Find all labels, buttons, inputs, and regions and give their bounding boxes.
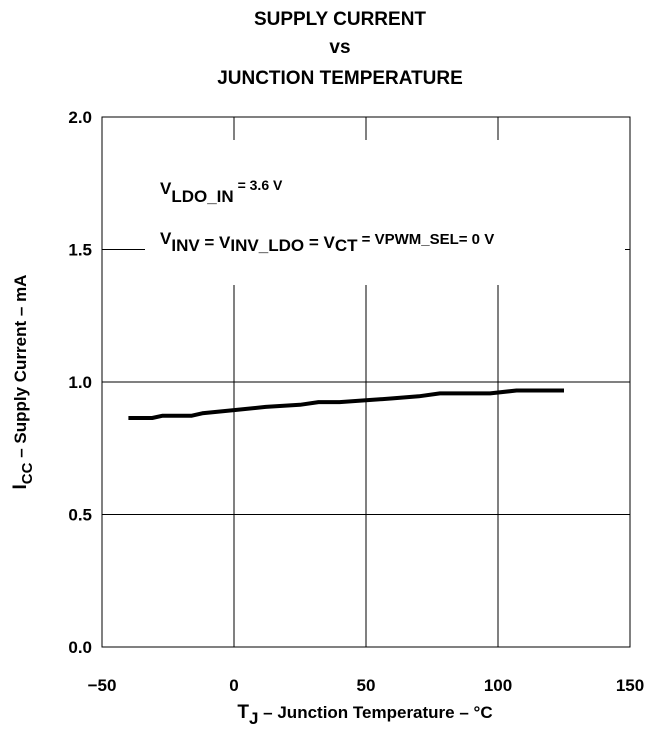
annotation-eq-3: = VPWM_SEL= 0 V — [357, 231, 494, 248]
y-tick-label: 2.0 — [68, 108, 92, 127]
x-tick-label: 50 — [357, 676, 376, 695]
annotation-conditions: VINV = VINV_LDO = VCT = VPWM_SEL= 0 V — [160, 229, 494, 255]
annotation-eq-1: = V — [200, 233, 231, 252]
annotation-vinv-sub: INV — [171, 236, 200, 255]
annotation-vct-sub: CT — [335, 236, 358, 255]
annotation-eq-2: = V — [304, 233, 335, 252]
x-axis-label-rest: – Junction Temperature – °C — [258, 703, 492, 722]
x-tick-label: 100 — [484, 676, 512, 695]
y-axis-label-rest: – Supply Current – mA — [11, 275, 30, 463]
annotation-vldo-value: = 3.6 V — [234, 177, 283, 193]
x-tick-label: −50 — [88, 676, 117, 695]
chart-title-line-2: vs — [329, 37, 350, 58]
y-tick-label: 1.5 — [68, 241, 92, 260]
y-axis-label: ICC – Supply Current – mA — [10, 275, 36, 490]
y-axis-label-main: I — [10, 484, 31, 489]
x-axis-label: TJ – Junction Temperature – °C — [237, 702, 492, 728]
y-tick-label: 0.0 — [68, 638, 92, 657]
series-group — [128, 388, 564, 420]
x-tick-label: 0 — [229, 676, 238, 695]
annotation-vldo-v: V — [160, 179, 172, 198]
annotation-vinvldo-sub: INV_LDO — [230, 236, 304, 255]
annotation-vldo-sub: LDO_IN — [171, 187, 233, 206]
tick-labels: −50 0 50 100 150 0.0 0.5 1.0 1.5 2.0 — [68, 108, 644, 695]
chart-title-line-3: JUNCTION TEMPERATURE — [217, 68, 463, 89]
x-tick-label: 150 — [616, 676, 644, 695]
y-tick-label: 0.5 — [68, 506, 92, 525]
annotation-vinv-v: V — [160, 229, 172, 248]
plot-frame — [101, 116, 631, 648]
y-tick-label: 1.0 — [68, 373, 92, 392]
series-line-0 — [128, 388, 564, 420]
chart-title-line-1: SUPPLY CURRENT — [254, 9, 426, 30]
annotation-vldo-in: VLDO_IN = 3.6 V — [160, 177, 283, 206]
x-axis-label-main: T — [237, 702, 249, 723]
annotation-background — [145, 140, 625, 285]
x-axis-label-sub: J — [249, 709, 258, 728]
y-axis-label-sub: CC — [19, 462, 36, 484]
